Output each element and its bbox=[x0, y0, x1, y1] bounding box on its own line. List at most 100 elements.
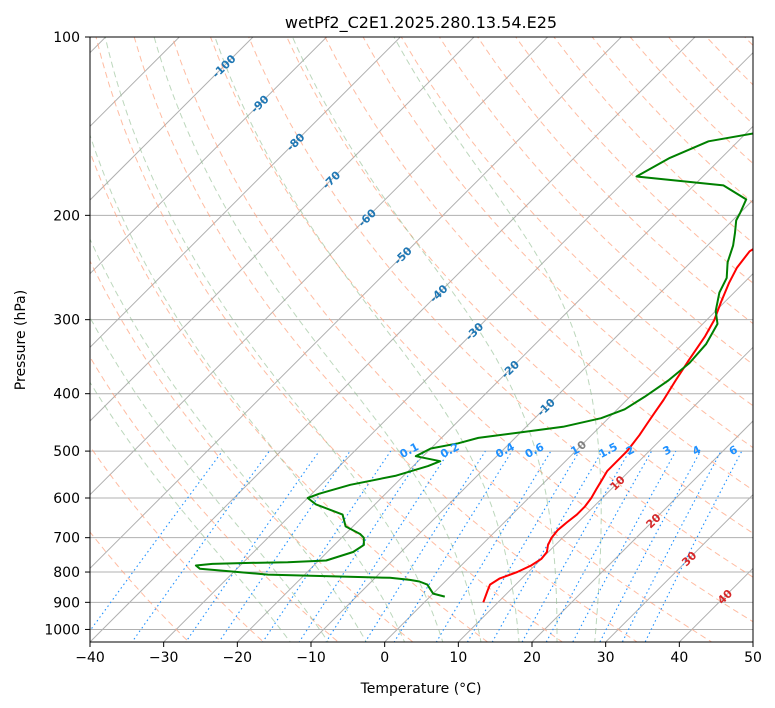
y-tick-label: 700 bbox=[53, 531, 80, 547]
isotherm-line bbox=[383, 272, 753, 642]
isotherm-line bbox=[457, 346, 753, 642]
mixing-ratio-line bbox=[491, 450, 603, 642]
dry-adiabat bbox=[591, 37, 753, 204]
moist-adiabat bbox=[90, 237, 367, 642]
x-tick-label: 0 bbox=[380, 650, 389, 666]
isotherm-label: -100 bbox=[210, 52, 239, 81]
mixing-ratio-line bbox=[644, 450, 743, 642]
dry-adiabat bbox=[90, 445, 265, 642]
background-lines bbox=[0, 10, 775, 654]
mixing-ratio-label: 2 bbox=[624, 443, 637, 458]
isotherm-line bbox=[236, 125, 753, 642]
mixing-ratio-label: 3 bbox=[661, 443, 674, 458]
isotherm-line bbox=[90, 37, 696, 642]
x-axis-label: Temperature (°C) bbox=[360, 681, 482, 697]
isotherm-line bbox=[90, 37, 254, 201]
moist-adiabat bbox=[292, 37, 558, 642]
y-tick-label: 500 bbox=[53, 444, 80, 460]
mixing-ratio-line bbox=[90, 450, 223, 632]
plot-frame bbox=[89, 36, 754, 643]
moist-adiabat bbox=[153, 37, 482, 642]
dewpoint-line bbox=[194, 132, 753, 598]
isotherm-line bbox=[162, 51, 753, 642]
isotherm-line bbox=[0, 10, 59, 654]
moist-adiabat bbox=[104, 37, 444, 642]
x-tick-label: 10 bbox=[449, 650, 467, 666]
y-tick-label: 200 bbox=[53, 208, 80, 224]
isotherm-line bbox=[90, 37, 623, 570]
y-tick-label: 300 bbox=[53, 313, 80, 329]
mixing-ratio-label: 0.1 bbox=[398, 440, 421, 461]
isotherm-line bbox=[90, 37, 475, 422]
isotherm-line bbox=[752, 641, 753, 642]
dry-adiabat bbox=[95, 37, 564, 642]
y-tick-label: 600 bbox=[53, 491, 80, 507]
dry-adiabat bbox=[362, 37, 753, 449]
x-tick-label: −10 bbox=[296, 650, 326, 666]
moist-adiabat bbox=[90, 133, 406, 642]
dry-adiabat bbox=[744, 37, 753, 47]
mixing-ratio-label: 0.6 bbox=[523, 440, 547, 461]
y-tick-label: 800 bbox=[53, 565, 80, 581]
mixing-ratio-line bbox=[325, 450, 450, 642]
data-series bbox=[194, 132, 753, 603]
mixing-ratio-line bbox=[393, 450, 513, 642]
isotherm-line bbox=[90, 37, 181, 128]
dry-adiabat bbox=[756, 10, 775, 654]
isotherm-line bbox=[310, 199, 753, 642]
mixing-ratio-line bbox=[572, 450, 677, 642]
x-tick-label: −40 bbox=[75, 650, 105, 666]
x-tick-label: 30 bbox=[597, 650, 615, 666]
dry-adiabat bbox=[90, 150, 489, 642]
mixing-ratio-line bbox=[218, 450, 351, 642]
dry-adiabat bbox=[515, 37, 753, 284]
dry-adiabat bbox=[133, 37, 638, 642]
mixing-ratio-label: 0.4 bbox=[493, 440, 517, 461]
mixing-ratio-line bbox=[131, 450, 270, 642]
mixing-ratio-line bbox=[466, 450, 580, 642]
mixing-ratio-label: 4 bbox=[690, 443, 703, 458]
mixing-ratio-label: 6 bbox=[727, 443, 740, 458]
x-tick-label: 40 bbox=[670, 650, 688, 666]
dry-adiabat bbox=[324, 37, 753, 491]
dry-adiabat bbox=[209, 37, 753, 623]
dry-adiabat bbox=[171, 37, 713, 642]
x-tick-label: −30 bbox=[149, 650, 179, 666]
isotherm-line bbox=[90, 37, 549, 496]
moist-adiabat bbox=[90, 381, 291, 642]
dry-adiabat bbox=[400, 37, 753, 407]
isotherm-line bbox=[90, 37, 328, 275]
moist-adiabat bbox=[214, 37, 520, 642]
isotherm-line bbox=[531, 420, 753, 642]
x-tick-label: 50 bbox=[744, 650, 762, 666]
dry-adiabat bbox=[90, 531, 190, 642]
dry-adiabat bbox=[90, 259, 414, 642]
temperature-line bbox=[482, 248, 753, 603]
mixing-ratio-line bbox=[621, 450, 722, 642]
axes: −40 −30 −20 −10 0 10 20 30 40 5010020030040050060… bbox=[44, 30, 762, 666]
y-tick-label: 1000 bbox=[44, 622, 80, 638]
x-tick-label: 20 bbox=[523, 650, 541, 666]
y-tick-label: 900 bbox=[53, 595, 80, 611]
mixing-ratio-line bbox=[521, 450, 630, 642]
chart-title: wetPf2_C2E1.2025.280.13.54.E25 bbox=[285, 13, 557, 33]
y-tick-label: 400 bbox=[53, 387, 80, 403]
isotherm-line bbox=[90, 37, 402, 349]
dry-adiabat bbox=[286, 37, 753, 534]
dry-adiabat bbox=[90, 356, 339, 642]
dry-adiabat bbox=[248, 37, 753, 578]
mixing-ratio-line bbox=[435, 450, 552, 642]
isotherm-labels: 0.10.20.40.611.52346810131620253036-100-… bbox=[210, 52, 769, 607]
mixing-ratio-label: 8 bbox=[756, 443, 769, 458]
mixing-ratio-line bbox=[545, 450, 653, 642]
mixing-ratio-label: 1.5 bbox=[597, 440, 620, 461]
moist-adiabat bbox=[90, 316, 329, 642]
moist-adiabat bbox=[393, 37, 602, 642]
x-tick-label: −20 bbox=[223, 650, 253, 666]
y-axis-label: Pressure (hPa) bbox=[13, 290, 29, 390]
isotherm-line bbox=[604, 493, 753, 642]
mixing-ratio-line bbox=[599, 450, 701, 642]
y-tick-label: 100 bbox=[53, 30, 80, 46]
